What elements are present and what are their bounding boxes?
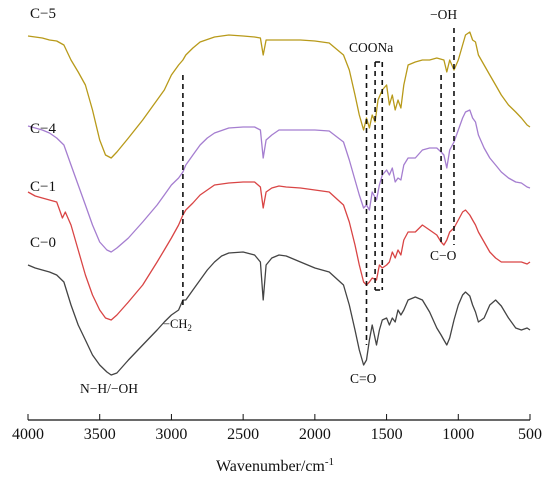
annotation-ch2: −CH2 [163,317,192,333]
annotation-coona: COONa [349,40,393,55]
series-label-c5: C−5 [30,6,56,22]
series-layer [27,31,531,376]
series-label-c4: C−4 [30,121,56,137]
series-line-2 [27,181,531,321]
x-tick-label: 3500 [84,426,116,443]
series-line-1 [27,109,531,253]
annotation-c-o: C−O [430,248,457,263]
series-label-c0: C−0 [30,235,56,251]
x-ticks: 4000 3500 3000 2500 2000 1500 1000 500 [12,414,542,443]
annotation-c-eq-o: C=O [350,371,377,386]
x-tick-label: 1500 [371,426,403,443]
x-tick-label: 2500 [227,426,259,443]
x-tick-label: 4000 [12,426,44,443]
series-line-3 [27,251,531,376]
x-tick-label: 500 [518,426,542,443]
x-tick-label: 3000 [155,426,187,443]
annotation-oh: −OH [430,7,457,22]
annotation-nh-oh: N−H/−OH [80,381,138,396]
x-tick-label: 2000 [299,426,331,443]
x-axis-label: Wavenumber/cm-1 [216,456,334,475]
series-label-c1: C−1 [30,179,56,195]
x-tick-label: 1000 [442,426,474,443]
series-line-0 [27,31,531,159]
markers-layer [182,28,455,345]
